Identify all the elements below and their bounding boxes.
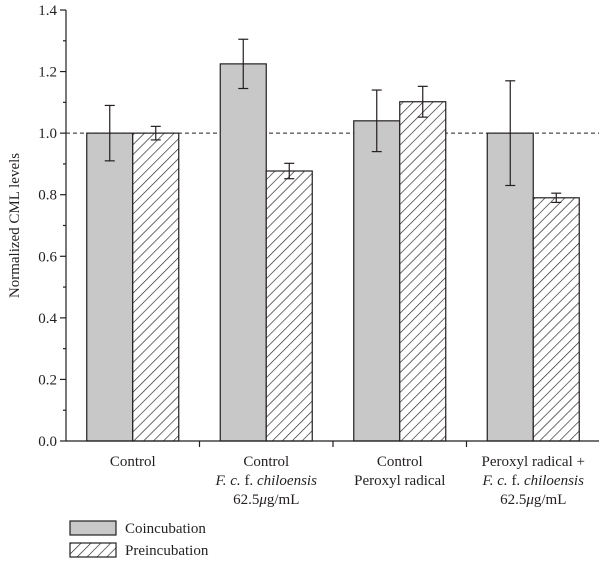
- y-tick-label: 0.8: [38, 188, 57, 204]
- y-axis-title: Normalized CML levels: [7, 153, 23, 298]
- label-part: chiloensis: [524, 473, 584, 489]
- y-tick-label: 0.4: [38, 311, 57, 327]
- x-category-label: 62.5μg/mL: [233, 492, 299, 508]
- x-category-label: F. c. f. chiloensis: [215, 473, 318, 489]
- label-part: chiloensis: [257, 473, 317, 489]
- bar-coincubation-2: [219, 63, 267, 442]
- legend-swatch-preincubation: [69, 542, 117, 558]
- x-category-label: Control: [110, 454, 156, 470]
- y-tick-label: 1.4: [38, 3, 57, 19]
- x-category-label: Control: [377, 454, 423, 470]
- legend-swatch-coincubation: [69, 520, 117, 536]
- label-part: 62.5: [500, 492, 526, 508]
- bar-coincubation-3: [353, 120, 401, 442]
- label-part: g/mL: [534, 492, 567, 508]
- label-part: μ: [525, 492, 534, 508]
- x-category-label: F. c. f. chiloensis: [482, 473, 585, 489]
- y-tick-label: 0.2: [38, 372, 57, 388]
- label-part: F. c.: [482, 473, 508, 489]
- legend-label-preincubation: Preincubation: [125, 543, 209, 559]
- bar-preincubation-3: [399, 101, 447, 442]
- label-part: g/mL: [267, 492, 300, 508]
- label-part: μ: [258, 492, 267, 508]
- label-part: f.: [241, 473, 257, 489]
- bar-coincubation-1: [86, 132, 134, 442]
- y-tick-label: 1.2: [38, 65, 57, 81]
- label-part: 62.5: [233, 492, 259, 508]
- y-tick-label: 1.0: [38, 126, 57, 142]
- bar-preincubation-2: [265, 170, 313, 442]
- x-category-label: Peroxyl radical +: [482, 454, 585, 470]
- x-category-label: Control: [243, 454, 289, 470]
- x-category-label: Peroxyl radical: [354, 473, 445, 489]
- label-part: F. c.: [215, 473, 241, 489]
- y-tick-label: 0.0: [38, 434, 57, 450]
- x-category-label: 62.5μg/mL: [500, 492, 566, 508]
- bar-preincubation-1: [132, 132, 180, 442]
- legend-label-coincubation: Coincubation: [125, 521, 206, 537]
- label-part: f.: [508, 473, 524, 489]
- y-tick-label: 0.6: [38, 249, 57, 265]
- bar-preincubation-4: [532, 197, 580, 442]
